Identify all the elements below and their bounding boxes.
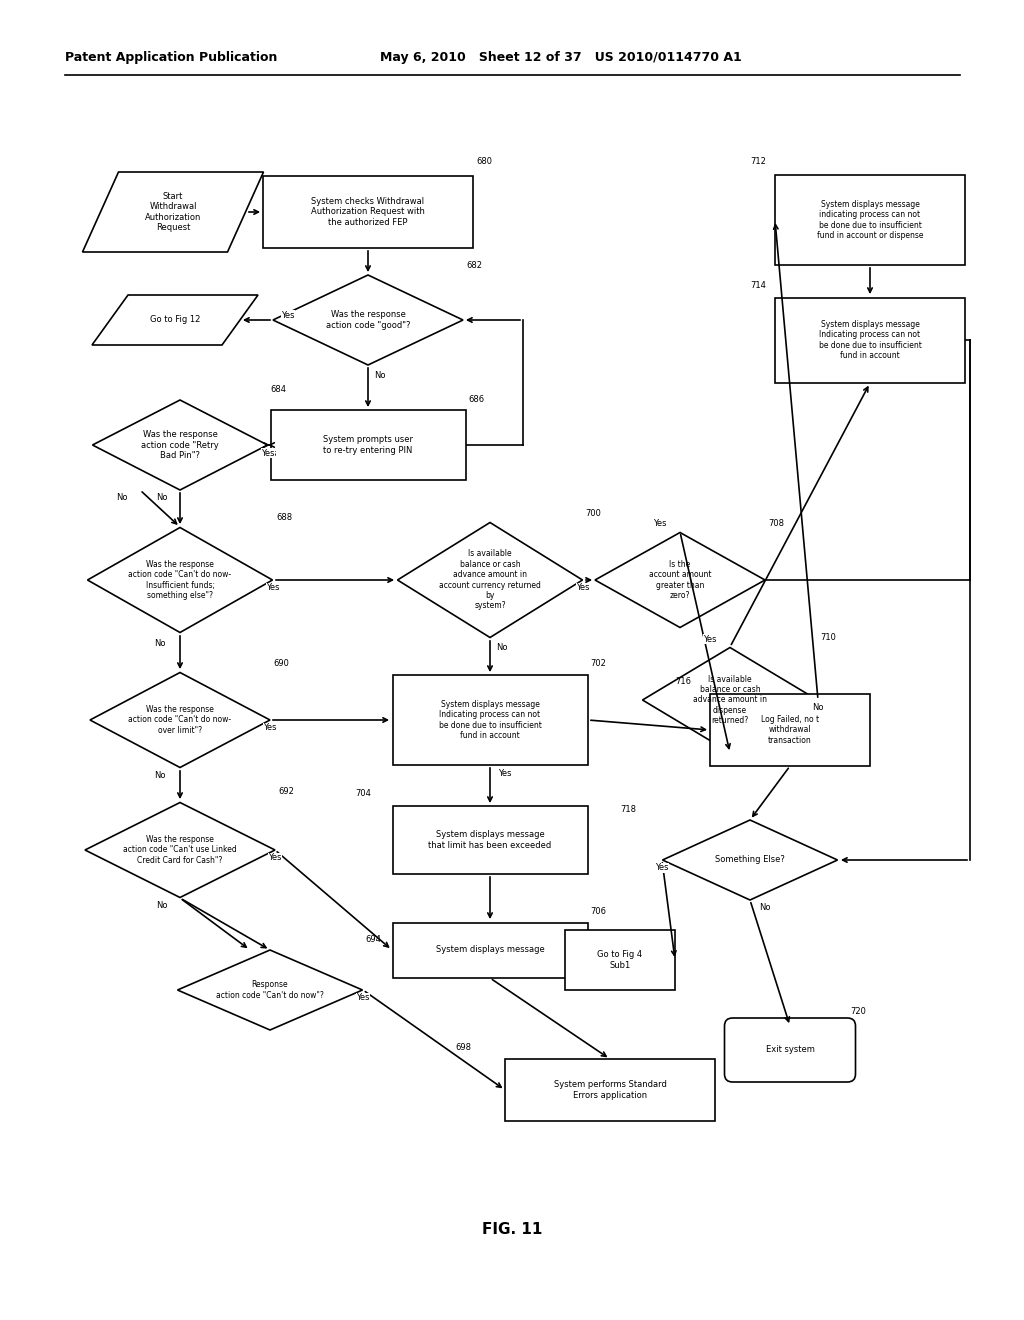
Polygon shape (595, 532, 765, 627)
Bar (775, 176, 965, 265)
Text: 720: 720 (850, 1007, 866, 1016)
Text: Yes: Yes (268, 854, 282, 862)
Polygon shape (273, 275, 463, 366)
Text: 688: 688 (276, 513, 292, 523)
Bar (565, 931, 675, 990)
Polygon shape (397, 523, 583, 638)
Text: No: No (812, 704, 823, 713)
Text: Yes: Yes (261, 449, 274, 458)
Text: 710: 710 (820, 634, 836, 643)
Text: 714: 714 (750, 281, 766, 290)
Bar (392, 923, 588, 978)
Text: Is available
balance or cash
advance amount in
dispense
returned?: Is available balance or cash advance amo… (693, 675, 767, 725)
Text: Was the response
action code "Can't do now-
Insufficient funds;
something else"?: Was the response action code "Can't do n… (128, 560, 231, 601)
Text: 706: 706 (590, 908, 606, 916)
Text: No: No (157, 494, 168, 503)
Text: Was the response
action code "good"?: Was the response action code "good"? (326, 310, 411, 330)
Polygon shape (663, 820, 838, 900)
Bar (710, 694, 870, 766)
Text: Patent Application Publication: Patent Application Publication (65, 51, 278, 65)
Text: 702: 702 (590, 659, 606, 668)
Text: 698: 698 (455, 1044, 471, 1052)
Text: Yes: Yes (263, 723, 276, 733)
Text: Is available
balance or cash
advance amount in
account currency returned
by
syst: Is available balance or cash advance amo… (439, 549, 541, 610)
Text: No: No (117, 494, 128, 503)
Polygon shape (92, 294, 258, 345)
Text: 684: 684 (270, 385, 286, 395)
Text: Yes: Yes (282, 310, 295, 319)
Polygon shape (85, 803, 275, 898)
Text: Was the response
action code "Can't do now-
over limit"?: Was the response action code "Can't do n… (128, 705, 231, 735)
Text: Go to Fig 12: Go to Fig 12 (150, 315, 200, 325)
Bar (775, 297, 965, 383)
Text: Yes: Yes (653, 520, 667, 528)
Text: System displays message
indicating process can not
be done due to insufficient
f: System displays message indicating proce… (817, 199, 924, 240)
Text: Start
Withdrawal
Authorization
Request: Start Withdrawal Authorization Request (144, 191, 201, 232)
Text: 712: 712 (750, 157, 766, 166)
FancyBboxPatch shape (725, 1018, 855, 1082)
Text: No: No (759, 903, 771, 912)
Polygon shape (83, 172, 263, 252)
Text: No: No (155, 771, 166, 780)
Polygon shape (90, 672, 270, 767)
Text: System prompts user
to re-try entering PIN: System prompts user to re-try entering P… (323, 436, 413, 454)
Text: Yes: Yes (263, 449, 276, 458)
Polygon shape (177, 950, 362, 1030)
Text: 700: 700 (585, 510, 601, 519)
Text: 682: 682 (466, 260, 482, 269)
Text: 690: 690 (273, 659, 289, 668)
Bar (505, 1059, 715, 1121)
Polygon shape (642, 648, 817, 752)
Polygon shape (92, 400, 267, 490)
Text: 692: 692 (278, 788, 294, 796)
Text: Something Else?: Something Else? (715, 855, 785, 865)
Text: Yes: Yes (703, 635, 717, 644)
Text: Log Failed, no t
withdrawal
transaction: Log Failed, no t withdrawal transaction (761, 715, 819, 744)
Text: FIG. 11: FIG. 11 (482, 1222, 542, 1238)
Text: Was the response
action code "Retry
Bad Pin"?: Was the response action code "Retry Bad … (141, 430, 219, 459)
Text: Yes: Yes (655, 863, 669, 873)
Bar (392, 807, 588, 874)
Text: Is the
account amount
greater than
zero?: Is the account amount greater than zero? (649, 560, 712, 601)
Text: 718: 718 (620, 805, 636, 814)
Text: System displays message
Indicating process can not
be done due to insufficient
f: System displays message Indicating proce… (818, 319, 922, 360)
Text: May 6, 2010   Sheet 12 of 37   US 2010/0114770 A1: May 6, 2010 Sheet 12 of 37 US 2010/01147… (380, 51, 741, 65)
Text: Yes: Yes (266, 583, 280, 593)
Text: System displays message
Indicating process can not
be done due to insufficient
f: System displays message Indicating proce… (438, 700, 542, 741)
Text: Exit system: Exit system (766, 1045, 814, 1055)
Text: Yes: Yes (577, 583, 590, 593)
Text: System displays message: System displays message (435, 945, 545, 954)
Text: Was the response
action code "Can't use Linked
Credit Card for Cash"?: Was the response action code "Can't use … (123, 836, 237, 865)
Bar (392, 675, 588, 766)
Text: 716: 716 (675, 677, 691, 686)
Text: No: No (157, 902, 168, 911)
Text: No: No (155, 639, 166, 648)
Text: No: No (497, 644, 508, 652)
Text: Yes: Yes (499, 768, 512, 777)
Text: System displays message
that limit has been exceeded: System displays message that limit has b… (428, 830, 552, 850)
Bar (270, 411, 466, 480)
Text: System checks Withdrawal
Authorization Request with
the authorized FEP: System checks Withdrawal Authorization R… (311, 197, 425, 227)
Text: No: No (374, 371, 386, 380)
Text: Go to Fig 4
Sub1: Go to Fig 4 Sub1 (597, 950, 643, 970)
Text: Yes: Yes (356, 994, 370, 1002)
Bar (263, 176, 473, 248)
Text: 680: 680 (476, 157, 492, 166)
Text: 708: 708 (768, 520, 784, 528)
Text: System performs Standard
Errors application: System performs Standard Errors applicat… (554, 1080, 667, 1100)
Text: 704: 704 (355, 789, 371, 799)
Text: 694: 694 (365, 936, 381, 945)
Text: 686: 686 (468, 395, 484, 404)
Text: No: No (157, 902, 168, 911)
Polygon shape (87, 528, 272, 632)
Text: Response
action code "Can't do now"?: Response action code "Can't do now"? (216, 981, 324, 999)
